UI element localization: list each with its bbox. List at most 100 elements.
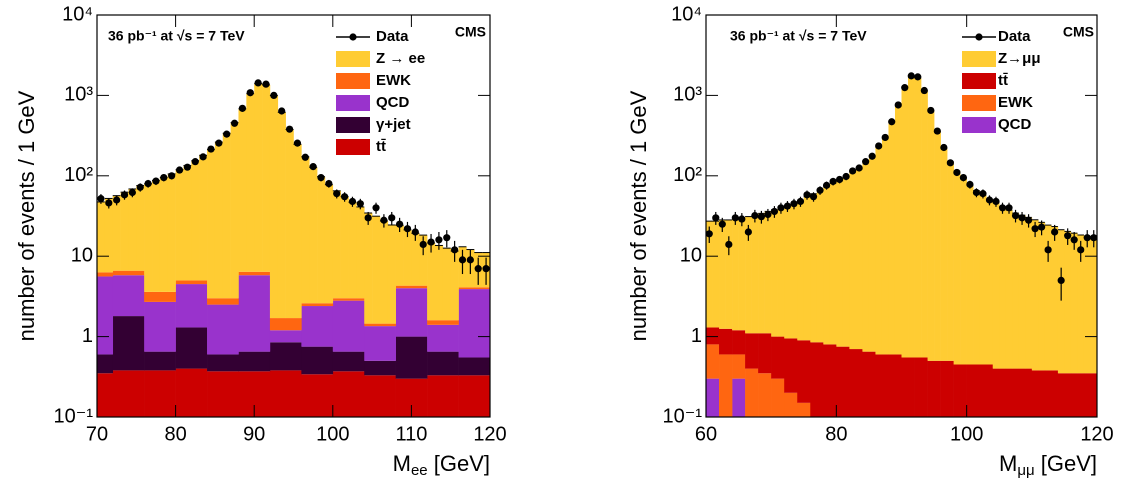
histogram-bar: [1044, 370, 1059, 417]
histogram-bar: [238, 271, 271, 276]
histogram-bar: [842, 175, 850, 347]
data-point: [725, 240, 733, 249]
data-point: [998, 204, 1007, 212]
histogram-bar: [97, 201, 106, 273]
data-point: [278, 107, 286, 115]
histogram-bar: [379, 220, 389, 324]
y-tick-label: 1: [691, 325, 702, 347]
data-point: [372, 204, 380, 212]
histogram-bar: [450, 251, 459, 321]
histogram-bar: [927, 110, 935, 361]
data-point: [403, 225, 412, 233]
histogram-bar: [764, 211, 772, 334]
data-point: [380, 216, 388, 224]
data-point: [1018, 214, 1026, 222]
x-label-main: M: [393, 451, 411, 476]
data-point: [419, 240, 427, 249]
x-label-main: M: [999, 451, 1017, 476]
x-label-unit: [GeV]: [1035, 451, 1097, 476]
data-point: [862, 158, 870, 166]
data-point: [1024, 216, 1033, 224]
data-point: [920, 86, 928, 95]
histogram-bar: [1057, 229, 1065, 374]
histogram-bar: [427, 351, 459, 376]
histogram-bar: [411, 233, 420, 286]
histogram-bar: [222, 133, 231, 299]
x-tick-label: 120: [473, 423, 506, 445]
histogram-bar: [442, 248, 451, 321]
histogram-bar: [771, 378, 785, 417]
histogram-bar: [301, 303, 334, 307]
histogram-bar: [901, 357, 915, 417]
data-point: [451, 246, 459, 254]
histogram-bar: [238, 108, 247, 272]
data-point: [1038, 223, 1046, 231]
experiment-label: CMS: [455, 24, 486, 40]
histogram-bar: [836, 179, 844, 347]
x-tick-label: 120: [1080, 423, 1113, 445]
histogram-bar: [277, 112, 286, 319]
histogram-bar: [1025, 217, 1033, 369]
histogram-bar: [914, 357, 928, 417]
data-point: [875, 142, 883, 150]
data-point: [777, 204, 785, 212]
data-point: [940, 143, 948, 152]
legend-label: γ+jet: [376, 116, 411, 133]
data-point: [152, 177, 160, 185]
histogram-bar: [1018, 368, 1033, 417]
histogram-bar: [908, 76, 915, 358]
histogram-bar: [356, 206, 365, 299]
histogram-bar: [427, 242, 436, 321]
legend-label: EWK: [998, 94, 1033, 111]
data-point: [238, 104, 247, 112]
histogram-bar: [152, 180, 161, 292]
histogram-bar: [719, 354, 733, 417]
histogram-bar: [816, 190, 824, 343]
histogram-bar: [875, 146, 883, 355]
data-point: [128, 188, 136, 197]
histogram-bar: [862, 161, 870, 352]
data-point: [207, 145, 215, 153]
data-point: [466, 256, 474, 264]
data-point: [348, 197, 357, 206]
histogram-bar: [797, 340, 811, 403]
legend-swatch: [336, 73, 370, 89]
histogram-bar: [183, 165, 192, 281]
histogram-bar: [395, 285, 428, 289]
histogram-bar: [862, 351, 876, 417]
data-point: [979, 190, 987, 198]
histogram-bar: [262, 84, 271, 272]
data-point: [790, 200, 798, 208]
data-point: [914, 73, 922, 81]
data-point: [972, 188, 981, 197]
histogram-bar: [364, 326, 396, 361]
histogram-bar: [1005, 210, 1013, 369]
data-point: [809, 193, 818, 201]
histogram-bar: [112, 270, 145, 276]
data-point: [816, 186, 824, 194]
plot-area: [97, 79, 490, 417]
histogram-bar: [246, 93, 255, 272]
data-point: [946, 159, 954, 167]
histogram-bar: [207, 304, 239, 355]
histogram-bar: [97, 272, 114, 277]
histogram-bar: [293, 144, 302, 319]
histogram-bar: [332, 300, 365, 352]
data-point: [731, 214, 739, 222]
x-label-sub: ee: [411, 462, 428, 479]
y-tick-label: 10³: [64, 84, 93, 106]
data-point: [293, 139, 302, 147]
histogram-bar: [999, 206, 1007, 369]
annotation: 36 pb⁻¹ at √s = 7 TeV: [108, 28, 245, 44]
data-point: [168, 172, 176, 180]
histogram-bar: [309, 167, 318, 304]
x-tick-label: 80: [164, 423, 186, 445]
y-tick-label: 10⁻¹: [54, 405, 94, 427]
histogram-bar: [803, 196, 811, 341]
data-point: [835, 175, 844, 184]
histogram-bar: [979, 195, 987, 365]
histogram-bar: [269, 318, 302, 331]
histogram-bar: [732, 354, 746, 379]
annotation: 36 pb⁻¹ at √s = 7 TeV: [730, 28, 867, 44]
histogram-bar: [719, 219, 726, 329]
